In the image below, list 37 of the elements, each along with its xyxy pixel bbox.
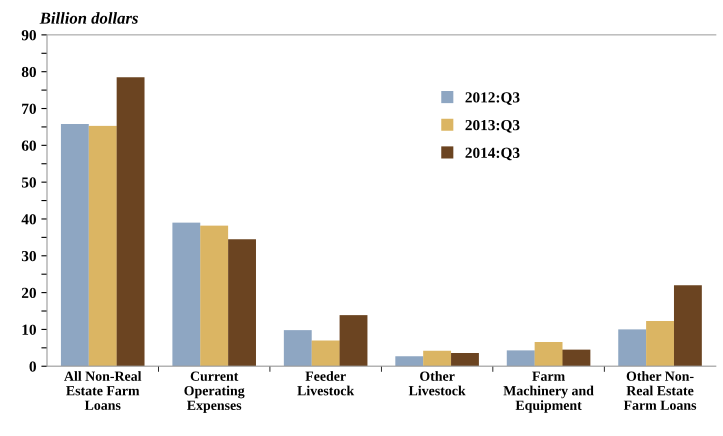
y-tick-label: 50 [22,177,36,188]
bar [172,222,200,366]
x-tick-label: Feeder Livestock [297,371,354,396]
bar [674,285,702,366]
y-tick-label: 80 [22,66,36,78]
y-tick-label: 20 [22,288,36,298]
legend-label: 2012:Q3 [466,92,520,105]
bar [116,77,145,366]
y-tick-label: 10 [22,324,36,335]
x-tick-label: All Non-Real Estate Farm Loans [64,371,142,410]
y-tick-label: 30 [22,250,36,262]
bar [60,124,89,366]
y-tick-label: 40 [22,214,36,224]
bar [88,126,117,366]
x-tick-label: Current Operating Expenses [184,372,245,413]
bar [506,350,535,366]
y-axis-title: Billion dollars [40,12,138,24]
bar [618,329,646,366]
bar [312,340,340,366]
legend-label: 2014:Q3 [466,148,520,160]
y-tick-label: 70 [22,104,36,114]
bar [451,352,479,366]
bar [423,350,452,366]
y-tick-label: 90 [22,30,36,40]
bar [340,315,368,366]
x-tick-label: Other Livestock [408,371,466,396]
y-tick-label: 0 [30,361,36,372]
x-tick-label: Other Non- Real Estate Farm Loans [624,371,696,410]
bar [562,350,590,366]
legend-label: 2013:Q3 [466,120,520,133]
bar [646,320,674,366]
bar [284,330,312,366]
bar [228,239,256,366]
y-tick-label: 60 [22,140,36,151]
bar [200,226,228,366]
bar [534,342,563,366]
x-tick-label: Farm Machinery and Equipment [503,372,594,413]
